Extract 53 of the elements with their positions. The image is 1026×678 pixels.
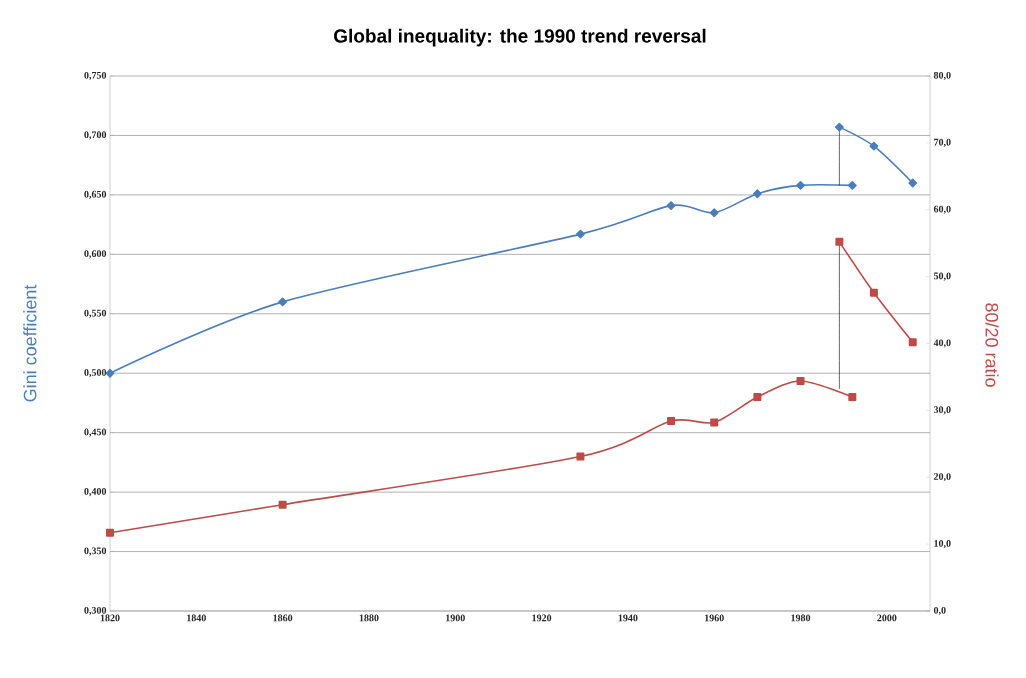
- point: [576, 452, 585, 461]
- point: [278, 500, 287, 509]
- x-tick-label: 1920: [532, 614, 552, 622]
- point: [709, 208, 719, 218]
- y2-axis-title: 80/20 ratio: [985, 303, 999, 387]
- point: [908, 338, 917, 347]
- x-tick-label: 1900: [446, 614, 465, 622]
- point: [796, 180, 805, 190]
- y-tick-label: 0,700: [84, 131, 107, 140]
- y2-tick-label: 10,0: [934, 540, 951, 549]
- point: [278, 297, 288, 307]
- point: [753, 393, 762, 401]
- y2-tick-label: 30,0: [933, 406, 951, 415]
- y2-tick-label: 60,0: [933, 205, 951, 214]
- y2-tick-label: 40,0: [933, 339, 951, 348]
- point: [710, 418, 719, 427]
- point: [752, 189, 762, 199]
- chart-title: Global inequality: the 1990 trend reversal: [334, 28, 706, 47]
- x-tick-label: 1980: [791, 614, 811, 622]
- y2-tick-label: 80,0: [933, 71, 951, 81]
- x-tick-label: 1860: [273, 614, 293, 622]
- x-tick-label: 1940: [618, 614, 638, 622]
- x-tick-label: 1840: [187, 614, 206, 622]
- x-tick-label: 1820: [100, 614, 120, 622]
- point: [105, 368, 115, 378]
- x-tick-label: 1880: [359, 614, 379, 622]
- y2-tick-label: 50,0: [933, 272, 951, 281]
- y2-tick-label: 0,0: [933, 606, 946, 616]
- y2-tick-label: 70,0: [934, 138, 951, 147]
- x-tick-label: 1960: [705, 614, 724, 622]
- point: [847, 180, 857, 190]
- point: [667, 417, 676, 426]
- point: [908, 178, 918, 188]
- point: [835, 237, 844, 246]
- point: [869, 141, 879, 151]
- y-tick-label: 0,450: [84, 428, 107, 437]
- y-tick-label: 0,350: [84, 547, 107, 556]
- y-tick-label: 0,650: [84, 190, 107, 199]
- point: [796, 376, 805, 385]
- point: [666, 201, 676, 211]
- x-tick-label: 2000: [877, 614, 897, 622]
- point: [848, 393, 857, 401]
- y-tick-label: 0,750: [84, 71, 107, 81]
- y-tick-label: 0,600: [84, 250, 107, 259]
- point: [834, 122, 844, 132]
- y-tick-label: 0,400: [84, 488, 107, 497]
- y-tick-label: 0,500: [84, 369, 107, 378]
- y-axis-title: Gini coefficient: [23, 284, 37, 402]
- y2-tick-label: 20,0: [933, 473, 951, 482]
- point: [106, 528, 114, 537]
- point: [576, 229, 585, 239]
- y-tick-label: 0,550: [84, 309, 107, 318]
- point: [869, 288, 878, 297]
